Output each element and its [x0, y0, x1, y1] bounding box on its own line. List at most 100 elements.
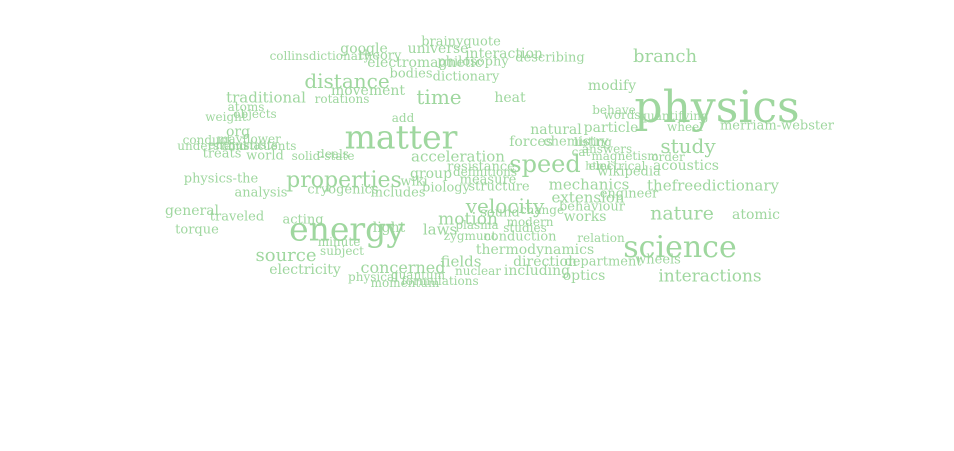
word-html: html	[585, 159, 611, 173]
word-listing: listing	[574, 135, 612, 149]
word-study: study	[660, 134, 716, 158]
word-plasma: plasma	[455, 218, 499, 232]
word-google: google	[340, 41, 388, 57]
word-properties: properties	[286, 168, 402, 193]
word-biology: biology	[422, 180, 470, 196]
word-general: general	[164, 203, 220, 219]
word-quantum: quantum	[390, 268, 446, 282]
word-analysis: analysis	[234, 185, 288, 201]
word-order: order	[651, 150, 685, 164]
word-behaviour: behaviour	[558, 199, 626, 215]
word-atoms: atoms	[227, 100, 265, 114]
word-conduction: conduction	[483, 229, 557, 245]
word-treats: treats	[202, 146, 242, 162]
word-resistance: resistance	[447, 159, 515, 175]
word-light: light	[372, 220, 406, 236]
word-collinsdictionary: collinsdictionary	[269, 49, 371, 63]
word-particle: particle	[583, 120, 639, 136]
word-branch: branch	[632, 46, 698, 67]
word-change: change	[519, 203, 565, 217]
word-distance: distance	[304, 69, 390, 93]
word-cat: cat	[571, 145, 591, 159]
word-words: words	[603, 108, 641, 122]
word-optics: optics	[562, 268, 606, 284]
word-matter: matter	[344, 117, 458, 157]
word-nature: nature	[650, 202, 714, 225]
word-add: add	[391, 111, 415, 125]
word-zygmunt: zygmunt	[443, 229, 497, 243]
word-direction: direction	[513, 254, 577, 270]
word-thefreedictionary: thefreedictionary	[647, 176, 779, 195]
word-science: science	[623, 230, 737, 265]
word-describing: describing	[515, 50, 585, 66]
word-wheels: wheels	[635, 252, 681, 268]
word-energy: energy	[289, 209, 405, 249]
word-electrical: electrical	[588, 159, 646, 173]
word-minute: minute	[317, 235, 361, 249]
word-physical: physical	[348, 270, 398, 284]
word-time: time	[416, 85, 462, 109]
word-structure: structure	[468, 179, 530, 195]
word-forces: forces	[509, 134, 553, 150]
word-answers: answers	[581, 142, 633, 156]
word-extension: extension	[551, 188, 625, 207]
word-dictionary: dictionary	[432, 69, 500, 85]
word-studies: studies	[503, 221, 547, 235]
word-weight: weight	[205, 110, 247, 124]
word-department: department	[564, 254, 642, 270]
word-works: works	[563, 209, 607, 225]
word-solid-state: solid-state	[291, 149, 355, 163]
word-velocity: velocity	[465, 194, 545, 218]
word-motion: motion	[438, 209, 498, 230]
word-mechanics: mechanics	[548, 175, 630, 194]
word-universe: universe	[407, 41, 469, 57]
word-measure: measure	[459, 172, 517, 188]
word-rotations: rotations	[314, 92, 370, 106]
word-electromagnetic: electromagnetic	[367, 55, 483, 71]
word-concerned: concerned	[360, 258, 446, 277]
word-interaction: interaction	[465, 46, 543, 62]
word-nuclear: nuclear	[454, 264, 502, 278]
word-org: org	[225, 124, 251, 140]
word-speed: speed	[509, 150, 581, 178]
word-objects: objects	[233, 107, 277, 121]
word-heat: heat	[494, 90, 526, 106]
word-definitions: definitions	[452, 165, 518, 179]
word-merriam-webster: merriam-webster	[719, 118, 835, 134]
word-relation: relation	[577, 231, 625, 245]
word-enthusiasts: enthusiasts	[208, 138, 278, 152]
word-engineer: engineer	[599, 186, 659, 202]
word-laws: laws	[422, 220, 458, 239]
word-thermodynamics: thermodynamics	[475, 242, 595, 258]
word-fields: fields	[440, 252, 482, 271]
word-sound: sound	[480, 205, 520, 221]
word-natural: natural	[530, 122, 582, 138]
word-cryogenics: cryogenics	[307, 182, 379, 198]
word-atomic: atomic	[732, 207, 780, 223]
word-mayflower: mayflower	[217, 132, 281, 146]
word-torque: torque	[175, 222, 219, 238]
word-deals: deals	[317, 147, 349, 161]
word-acting: acting	[282, 212, 324, 228]
word-wikipedia: wikipedia	[597, 164, 661, 180]
word-understand: understand	[177, 139, 247, 153]
word-physics: physics	[634, 82, 800, 133]
word-acceleration: acceleration	[411, 147, 505, 166]
word-conduct: conduct	[182, 133, 232, 147]
word-magnetism: magnetism	[591, 149, 659, 163]
word-momentum: momentum	[370, 276, 440, 290]
word-acoustics: acoustics	[653, 158, 719, 174]
word-includes: includes	[370, 185, 426, 201]
word-brainyquote: brainyquote	[421, 34, 501, 50]
word-source: source	[255, 245, 317, 266]
word-electricity: electricity	[269, 262, 341, 278]
word-group: group	[409, 166, 453, 182]
word-behave: behave	[592, 103, 636, 117]
word-modern: modern	[506, 215, 554, 229]
word-chemistry: chemistry	[543, 134, 609, 150]
word-quantifying: quantifying	[639, 109, 709, 123]
word-including: including	[503, 263, 571, 279]
word-constituents: constituents	[221, 139, 297, 153]
word-movement: movement	[330, 83, 406, 99]
